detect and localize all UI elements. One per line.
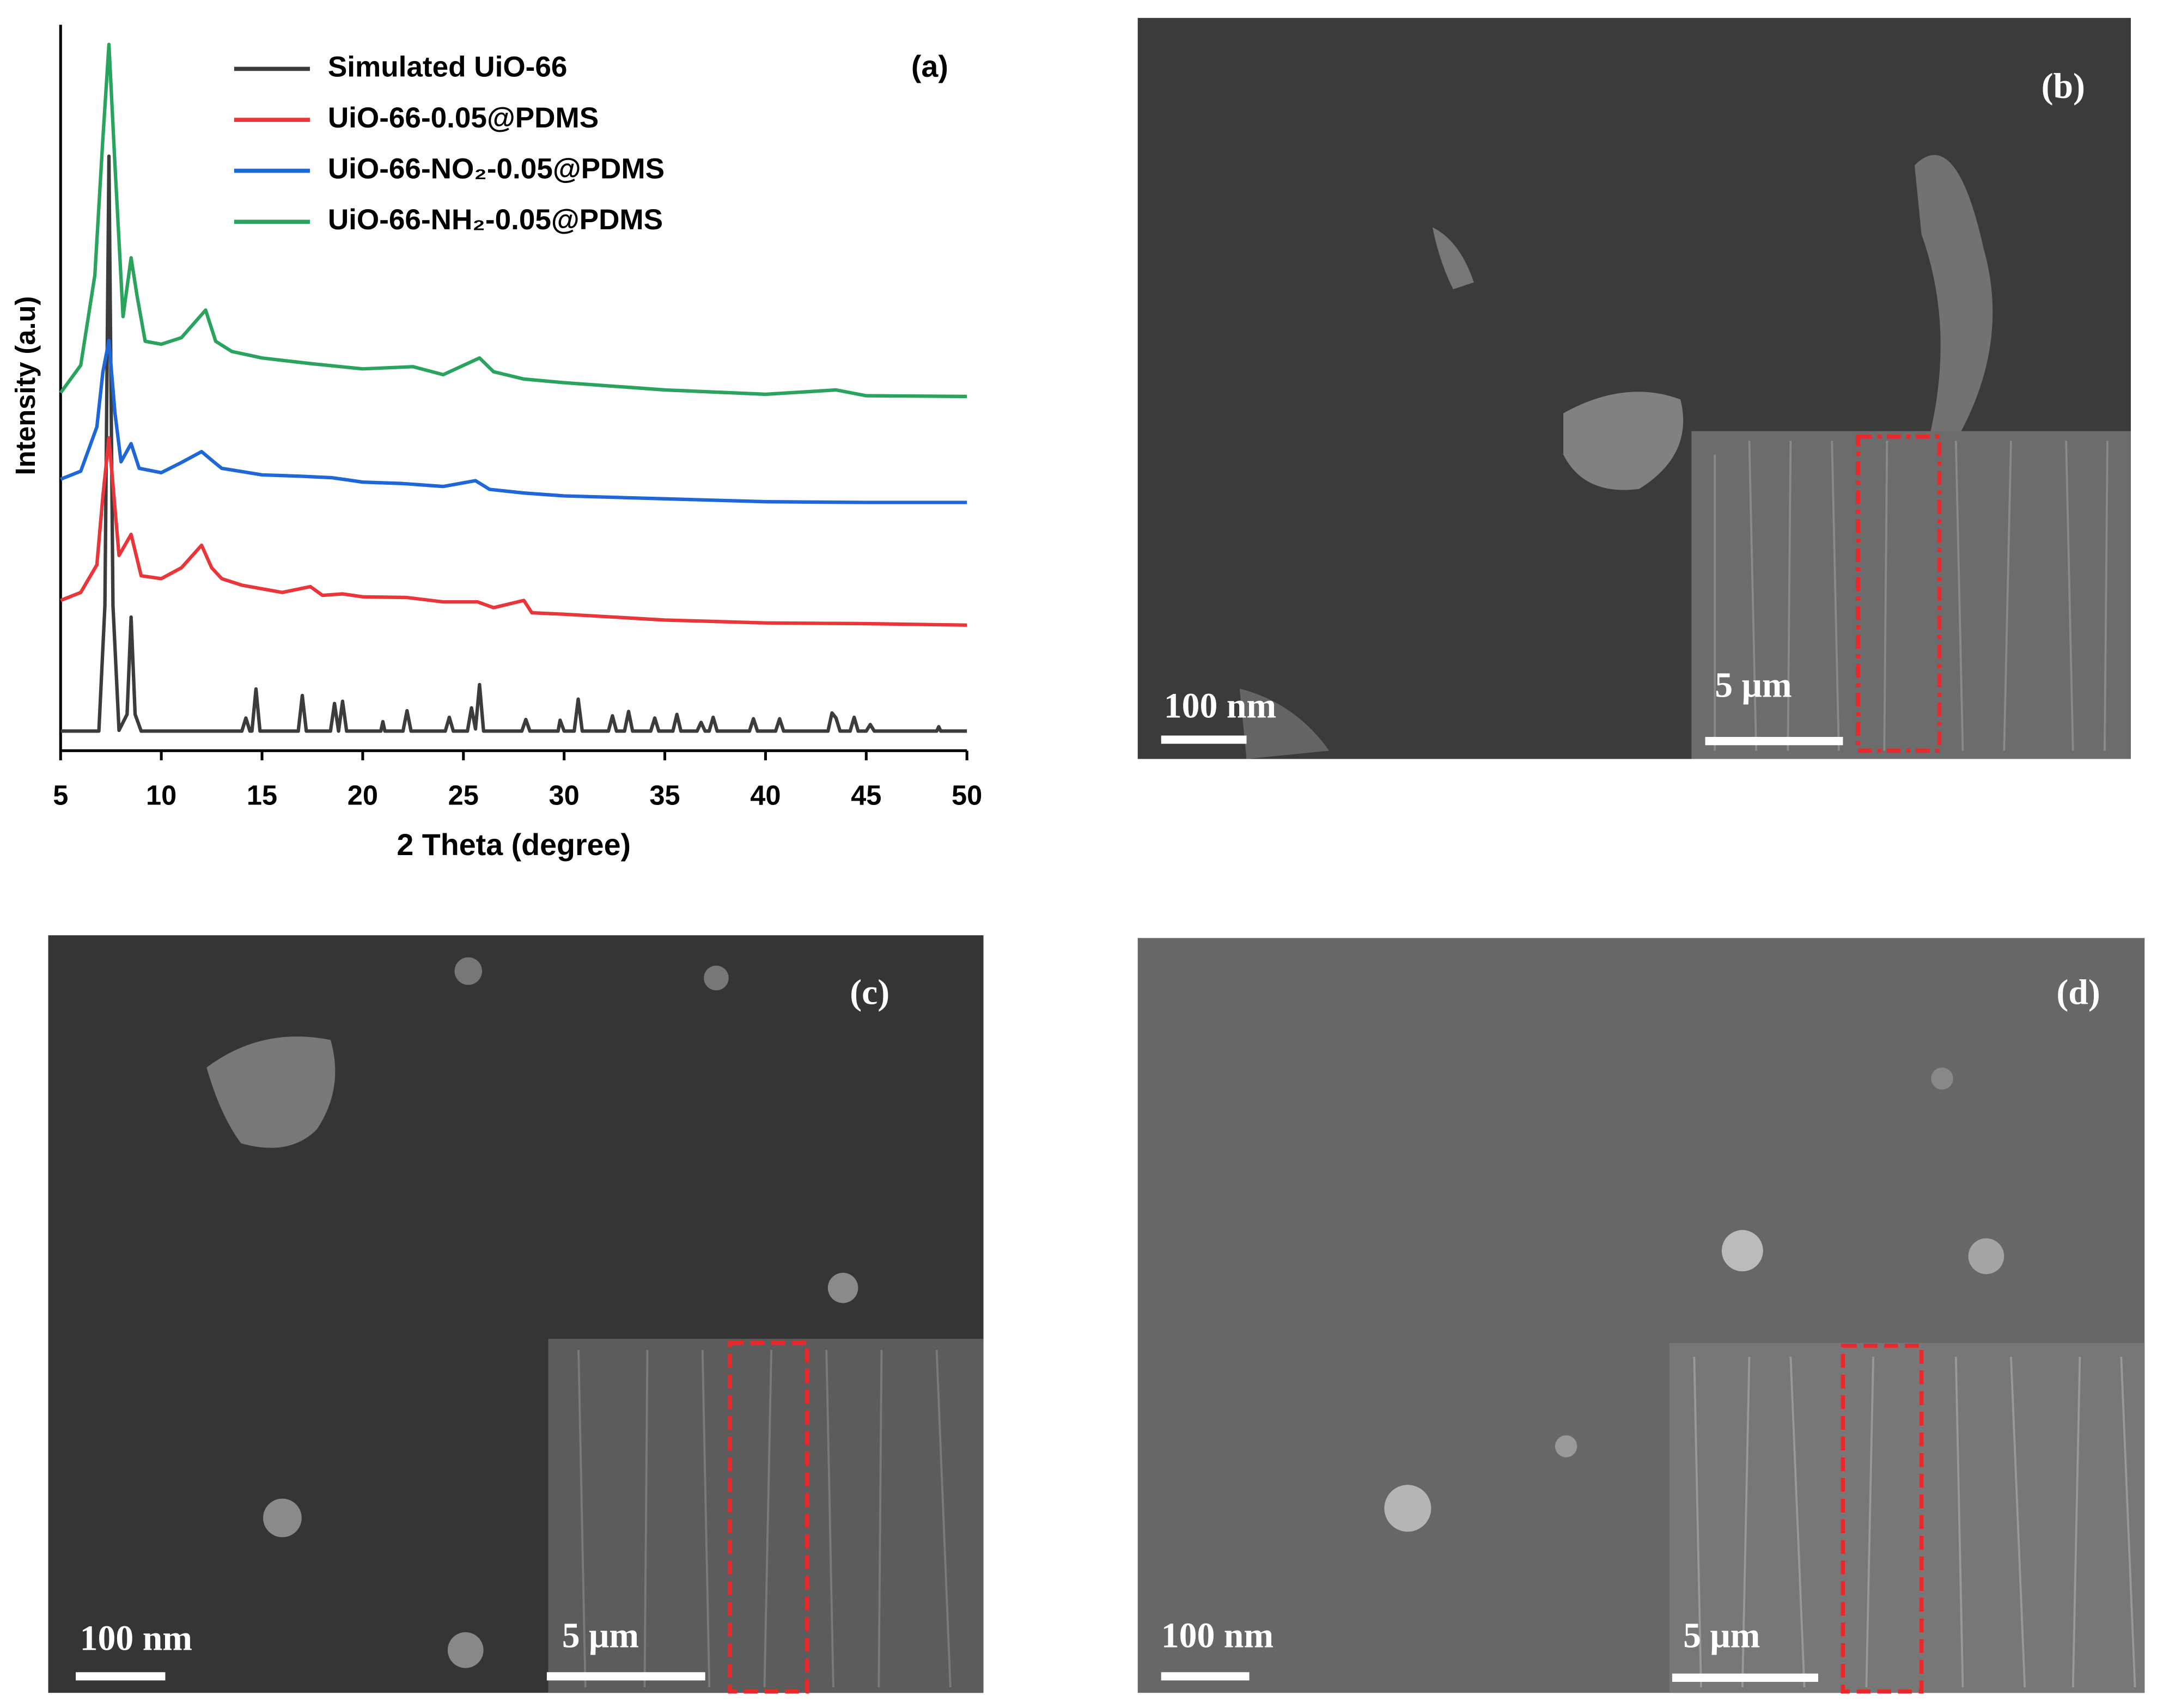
panel-label: (b) — [2042, 66, 2085, 106]
xrd-line — [60, 436, 967, 627]
panel-label: (c) — [850, 973, 889, 1012]
inset-scale-bar-label: 5 μm — [1715, 666, 1792, 705]
sem-feature — [263, 1498, 302, 1538]
legend-label: Simulated UiO-66 — [328, 51, 568, 83]
x-tick-label: 10 — [146, 780, 176, 811]
sem-texture — [1693, 1357, 2136, 1688]
highlight-box — [1856, 434, 1942, 753]
x-tick-label: 30 — [549, 780, 580, 811]
scale-bar-label: 100 nm — [1164, 686, 1276, 726]
sem-feature — [1432, 227, 1474, 290]
x-tick-label: 50 — [952, 780, 982, 811]
sem-inset — [1691, 431, 2131, 759]
scale-bar-label: 100 nm — [80, 1619, 192, 1658]
x-tick-label: 20 — [348, 780, 378, 811]
sem-feature — [447, 1632, 484, 1668]
sem-feature — [1931, 1068, 1953, 1090]
x-tick-label: 5 — [53, 780, 68, 811]
x-tick-label: 35 — [649, 780, 680, 811]
sem-feature — [1563, 392, 1684, 490]
legend-label: UiO-66-NO₂-0.05@PDMS — [328, 153, 665, 185]
sem-feature — [1968, 1238, 2004, 1274]
x-tick-label: 15 — [247, 780, 277, 811]
sem-feature — [1384, 1485, 1431, 1532]
scale-bar-label: 100 nm — [1161, 1616, 1274, 1656]
x-axis-label: 2 Theta (degree) — [397, 828, 631, 862]
sem-texture — [577, 1350, 952, 1688]
panel-label: (d) — [2056, 973, 2100, 1012]
xrd-line — [60, 154, 967, 733]
xrd-line — [59, 42, 967, 399]
sem-feature — [704, 965, 729, 991]
sem-feature — [454, 957, 483, 985]
sem-panel-c: 100 nm 5 μm (c) — [48, 935, 984, 1694]
sem-feature — [1239, 688, 1330, 759]
legend-label: UiO-66-NH₂-0.05@PDMS — [328, 204, 663, 236]
sem-feature — [1721, 1230, 1763, 1272]
inset-scale-bar-label: 5 μm — [562, 1616, 639, 1656]
sem-feature — [827, 1272, 858, 1303]
sem-feature — [1555, 1435, 1577, 1457]
sem-feature — [1914, 155, 1993, 441]
x-tick-label: 40 — [750, 780, 781, 811]
panel-label: (a) — [911, 50, 948, 83]
sem-panel-b: 100 nm 5 μm (b) — [1137, 17, 2131, 759]
xrd-line — [60, 339, 967, 504]
highlight-box — [728, 1341, 809, 1694]
sem-feature — [206, 1036, 336, 1148]
sem-texture — [1714, 441, 2109, 751]
x-tick-label: 45 — [851, 780, 881, 811]
x-tick-label: 25 — [448, 780, 479, 811]
legend-label: UiO-66-0.05@PDMS — [328, 102, 599, 134]
xrd-chart: (a) 2 Theta (degree) Intensity (a.u) 5 10… — [10, 25, 982, 862]
highlight-box — [1841, 1344, 1924, 1694]
y-axis-label: Intensity (a.u) — [10, 296, 41, 475]
sem-panel-d: 100 nm 5 μm (d) — [1137, 938, 2145, 1694]
inset-scale-bar-label: 5 μm — [1683, 1616, 1760, 1656]
